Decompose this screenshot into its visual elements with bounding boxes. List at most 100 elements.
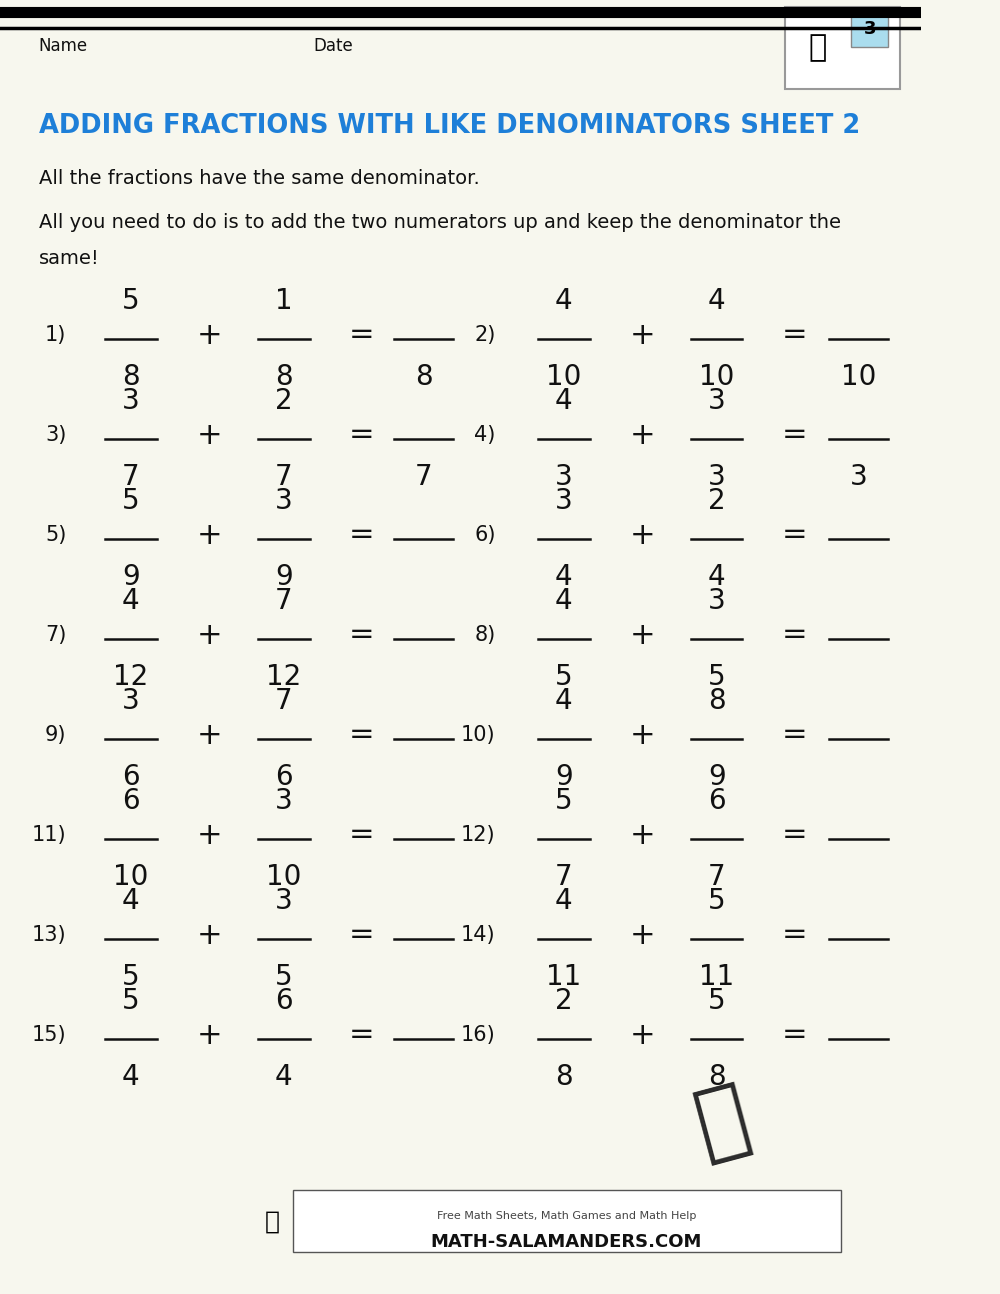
Text: 6: 6 xyxy=(122,763,140,791)
Text: 4: 4 xyxy=(122,886,140,915)
Text: +: + xyxy=(630,621,656,650)
Text: 8: 8 xyxy=(122,364,140,391)
Text: 7: 7 xyxy=(122,463,140,490)
Text: 12): 12) xyxy=(461,826,496,845)
Text: =: = xyxy=(348,920,374,950)
Text: 3: 3 xyxy=(708,587,726,615)
Text: +: + xyxy=(630,321,656,349)
Text: 5: 5 xyxy=(275,963,293,991)
Text: =: = xyxy=(348,621,374,650)
Text: 3: 3 xyxy=(708,463,726,490)
Text: 13): 13) xyxy=(32,925,66,945)
Text: +: + xyxy=(197,1021,223,1049)
Text: 3: 3 xyxy=(122,387,140,415)
Text: +: + xyxy=(630,1021,656,1049)
Text: 3: 3 xyxy=(275,886,293,915)
Text: 8: 8 xyxy=(415,364,433,391)
Text: 2: 2 xyxy=(275,387,293,415)
Text: 10: 10 xyxy=(113,863,148,892)
Text: =: = xyxy=(781,920,807,950)
Text: =: = xyxy=(348,1021,374,1049)
Text: 8: 8 xyxy=(555,1062,573,1091)
Text: +: + xyxy=(197,421,223,449)
Text: 2): 2) xyxy=(474,325,496,345)
Text: same!: same! xyxy=(39,250,99,268)
Text: 7: 7 xyxy=(708,863,726,892)
Text: 6: 6 xyxy=(275,763,293,791)
Text: 8): 8) xyxy=(474,625,496,644)
Text: 🦎: 🦎 xyxy=(808,34,826,62)
Text: 12: 12 xyxy=(266,663,301,691)
Text: 3: 3 xyxy=(708,387,726,415)
FancyBboxPatch shape xyxy=(851,12,888,47)
FancyBboxPatch shape xyxy=(293,1190,841,1253)
Text: 7: 7 xyxy=(275,687,293,716)
Text: 5: 5 xyxy=(122,987,140,1014)
Text: 7: 7 xyxy=(555,863,573,892)
Text: 15): 15) xyxy=(32,1025,66,1046)
Text: 6): 6) xyxy=(474,525,496,545)
Text: +: + xyxy=(630,920,656,950)
Text: +: + xyxy=(197,920,223,950)
Text: Name: Name xyxy=(39,38,88,56)
Text: 1): 1) xyxy=(45,325,66,345)
Text: 6: 6 xyxy=(275,987,293,1014)
Text: 4: 4 xyxy=(275,1062,293,1091)
Text: 6: 6 xyxy=(122,787,140,815)
Text: 4: 4 xyxy=(708,287,726,314)
Text: 4: 4 xyxy=(555,886,573,915)
Text: +: + xyxy=(630,421,656,449)
Text: 10: 10 xyxy=(546,364,581,391)
Text: 5: 5 xyxy=(555,787,573,815)
Text: 7: 7 xyxy=(275,587,293,615)
Text: +: + xyxy=(197,621,223,650)
Text: 🦎: 🦎 xyxy=(687,1075,759,1168)
Text: 5: 5 xyxy=(122,287,140,314)
Text: All you need to do is to add the two numerators up and keep the denominator the: All you need to do is to add the two num… xyxy=(39,212,841,232)
Text: =: = xyxy=(781,1021,807,1049)
Text: 4): 4) xyxy=(474,424,496,445)
Text: 7): 7) xyxy=(45,625,66,644)
Text: 11: 11 xyxy=(546,963,581,991)
Text: 2: 2 xyxy=(555,987,573,1014)
Text: 2: 2 xyxy=(708,487,726,515)
Text: =: = xyxy=(348,721,374,749)
Text: 3: 3 xyxy=(850,463,867,490)
Text: =: = xyxy=(348,421,374,449)
Text: 4: 4 xyxy=(122,1062,140,1091)
Text: 5: 5 xyxy=(708,663,726,691)
Text: Free Math Sheets, Math Games and Math Help: Free Math Sheets, Math Games and Math He… xyxy=(437,1211,696,1222)
Text: 3: 3 xyxy=(555,487,573,515)
Text: +: + xyxy=(197,820,223,849)
Text: =: = xyxy=(348,321,374,349)
Text: =: = xyxy=(781,421,807,449)
Text: Date: Date xyxy=(313,38,353,56)
Text: =: = xyxy=(348,820,374,849)
Text: 10: 10 xyxy=(699,364,734,391)
Text: 16): 16) xyxy=(461,1025,496,1046)
Text: 5: 5 xyxy=(122,963,140,991)
Text: 9: 9 xyxy=(122,563,140,591)
Text: 3: 3 xyxy=(122,687,140,716)
Text: +: + xyxy=(197,721,223,749)
Text: 3): 3) xyxy=(45,424,66,445)
Text: 4: 4 xyxy=(122,587,140,615)
Text: 4: 4 xyxy=(555,563,573,591)
Text: 3: 3 xyxy=(275,487,293,515)
Text: 10): 10) xyxy=(461,725,496,745)
Text: 3: 3 xyxy=(275,787,293,815)
Text: 4: 4 xyxy=(555,287,573,314)
Text: 9: 9 xyxy=(708,763,726,791)
Text: +: + xyxy=(630,820,656,849)
Text: 4: 4 xyxy=(555,387,573,415)
Text: +: + xyxy=(630,520,656,550)
Text: 8: 8 xyxy=(708,687,726,716)
Text: 1: 1 xyxy=(275,287,293,314)
Text: 11): 11) xyxy=(32,826,66,845)
Text: =: = xyxy=(781,721,807,749)
Text: 8: 8 xyxy=(275,364,293,391)
Text: 🦎: 🦎 xyxy=(264,1210,279,1234)
Text: ADDING FRACTIONS WITH LIKE DENOMINATORS SHEET 2: ADDING FRACTIONS WITH LIKE DENOMINATORS … xyxy=(39,113,860,138)
Text: 9: 9 xyxy=(555,763,573,791)
Text: =: = xyxy=(781,520,807,550)
